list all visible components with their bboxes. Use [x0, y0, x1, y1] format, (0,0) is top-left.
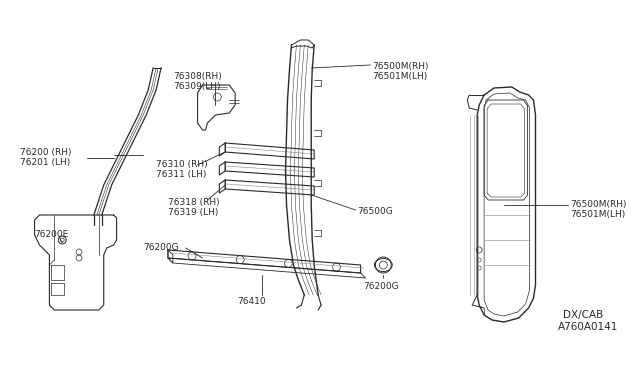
Text: A760A0141: A760A0141 [558, 322, 619, 332]
Text: 76500G: 76500G [358, 207, 394, 216]
Text: 76308(RH): 76308(RH) [173, 72, 221, 81]
Text: 76500M(RH): 76500M(RH) [570, 200, 627, 209]
Text: 76318 (RH): 76318 (RH) [168, 198, 220, 207]
Text: 76200G: 76200G [364, 282, 399, 291]
Text: 76309(LH): 76309(LH) [173, 82, 220, 91]
Text: 76200 (RH): 76200 (RH) [20, 148, 71, 157]
Text: 76501M(LH): 76501M(LH) [372, 72, 428, 81]
Text: 76310 (RH): 76310 (RH) [156, 160, 208, 169]
Text: 76319 (LH): 76319 (LH) [168, 208, 218, 217]
Text: 76501M(LH): 76501M(LH) [570, 210, 625, 219]
Text: 76201 (LH): 76201 (LH) [20, 158, 70, 167]
Text: 76311 (LH): 76311 (LH) [156, 170, 207, 179]
Text: 76200E: 76200E [35, 230, 69, 239]
Text: 76410: 76410 [237, 297, 266, 306]
Text: DX/CAB: DX/CAB [563, 310, 604, 320]
Text: 76200G: 76200G [143, 243, 179, 252]
Text: 76500M(RH): 76500M(RH) [372, 62, 429, 71]
